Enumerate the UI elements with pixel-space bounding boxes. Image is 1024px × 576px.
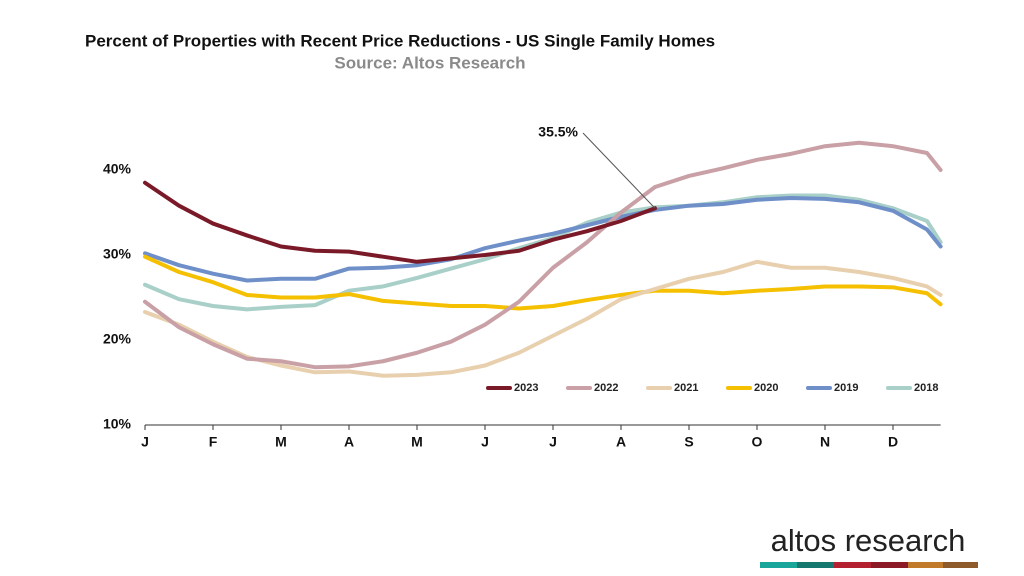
x-tick-label: M [411, 434, 423, 450]
chart-title: Percent of Properties with Recent Price … [85, 31, 715, 50]
x-tick-label: F [209, 434, 218, 450]
x-tick-label: A [344, 434, 354, 450]
series-line [143, 180, 657, 264]
y-tick-label: 20% [103, 331, 132, 347]
logo-bar [760, 562, 978, 568]
legend-label: 2018 [914, 382, 938, 394]
legend-label: 2020 [754, 382, 778, 394]
x-tick-label: N [820, 434, 830, 450]
x-tick-label: S [684, 434, 693, 450]
y-tick-label: 30% [103, 246, 132, 262]
legend-label: 2022 [594, 382, 618, 394]
chart-subtitle: Source: Altos Research [334, 53, 525, 72]
series-line [143, 193, 943, 312]
series-line [143, 254, 943, 311]
x-tick-label: M [275, 434, 287, 450]
legend-label: 2023 [514, 382, 538, 394]
x-tick-label: J [481, 434, 489, 450]
annotation-leader [582, 132, 656, 209]
series-line [143, 196, 943, 283]
legend-label: 2021 [674, 382, 698, 394]
x-tick-label: O [752, 434, 763, 450]
logo: altos research [771, 523, 966, 558]
x-tick-label: J [549, 434, 557, 450]
x-tick-label: D [888, 434, 898, 450]
legend-label: 2019 [834, 382, 858, 394]
x-tick-label: A [616, 434, 626, 450]
annotation: 35.5% [538, 124, 578, 140]
y-tick-label: 40% [103, 161, 132, 177]
series-line [143, 259, 943, 378]
series-line [143, 140, 943, 370]
x-tick-label: J [141, 434, 149, 450]
y-tick-label: 10% [103, 416, 132, 432]
